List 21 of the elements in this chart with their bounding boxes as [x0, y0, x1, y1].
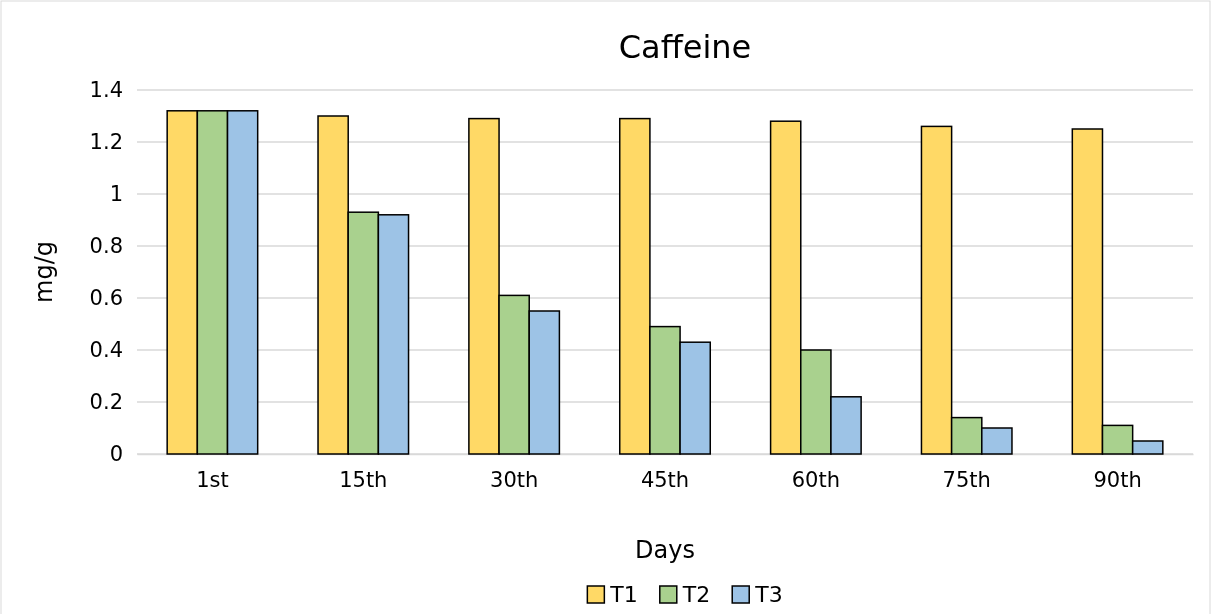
y-tick-label: 1.4: [89, 78, 123, 103]
y-tick-label: 0.4: [89, 338, 123, 363]
x-tick-label: 30th: [490, 467, 539, 492]
x-tick-label: 15th: [339, 467, 388, 492]
x-tick-label: 60th: [791, 467, 840, 492]
x-tick-label: 45th: [640, 467, 690, 492]
x-tick-label: 75th: [942, 467, 991, 492]
y-tick-label: 0.2: [89, 390, 123, 415]
chart-title: Caffeine: [618, 28, 752, 66]
x-axis-title: Days: [635, 536, 695, 564]
y-tick-label: 1.2: [89, 130, 123, 155]
legend-label: T3: [754, 582, 783, 607]
y-axis-title: mg/g: [30, 241, 58, 303]
legend-label: T2: [681, 582, 711, 607]
x-tick-label: 90th: [1093, 467, 1142, 492]
x-tick-label: 1st: [196, 467, 229, 492]
legend-label: T1: [609, 582, 638, 607]
y-tick-label: 0.8: [89, 234, 123, 259]
y-tick-label: 0: [109, 442, 123, 467]
y-tick-label: 1: [109, 182, 123, 207]
y-tick-label: 0.6: [89, 286, 123, 311]
